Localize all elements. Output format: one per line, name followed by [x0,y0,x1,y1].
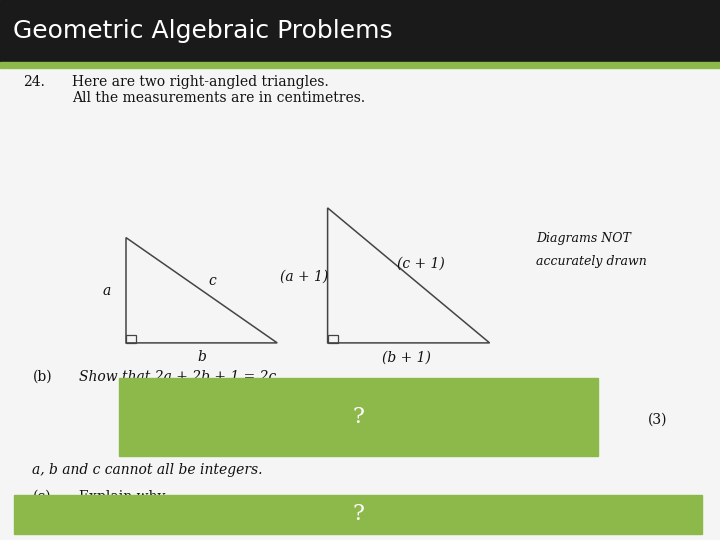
Text: Explain why.: Explain why. [79,490,168,504]
Text: ?: ? [352,406,364,428]
Text: (c): (c) [32,490,51,504]
Text: c: c [209,274,216,288]
Bar [0,0,720,62]
Text: (b): (b) [32,370,52,384]
Bar [126,335,136,343]
Text: Here are two right-angled triangles.: Here are two right-angled triangles. [72,75,329,89]
Text: (3): (3) [648,413,667,427]
Text: accurately drawn: accurately drawn [536,255,647,268]
Bar [328,335,338,343]
Text: (b + 1): (b + 1) [382,350,431,365]
Bar [119,378,598,456]
Text: ?: ? [352,503,364,525]
Text: All the measurements are in centimetres.: All the measurements are in centimetres. [72,91,365,105]
Text: (a + 1): (a + 1) [279,270,328,284]
Bar [14,495,702,534]
Text: (c + 1): (c + 1) [397,256,445,271]
Text: Geometric Algebraic Problems: Geometric Algebraic Problems [13,19,392,43]
Text: a: a [102,284,111,298]
Text: b: b [197,350,206,365]
Bar [0,62,720,68]
Text: 24.: 24. [23,75,45,89]
Text: a, b and c cannot all be integers.: a, b and c cannot all be integers. [32,463,263,477]
Text: Diagrams NOT: Diagrams NOT [536,232,631,245]
Text: Show that 2a + 2b + 1 = 2c: Show that 2a + 2b + 1 = 2c [79,370,276,384]
